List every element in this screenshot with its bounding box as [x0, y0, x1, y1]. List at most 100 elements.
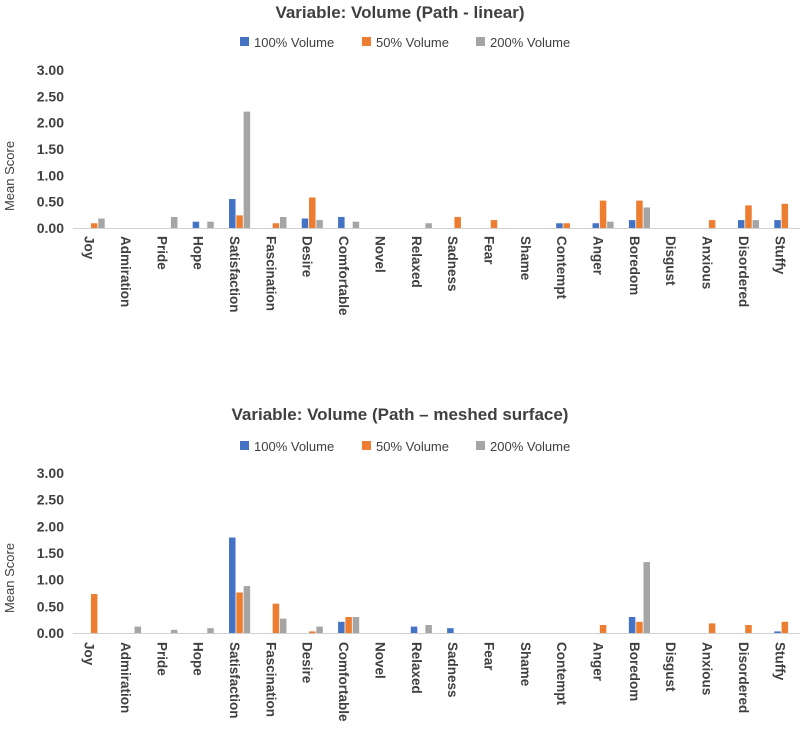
bar [236, 215, 243, 228]
x-tick-label: Joy [82, 236, 97, 260]
bar [599, 625, 607, 633]
chart-linear: Variable: Volume (Path - linear) 100% Vo… [2, 3, 800, 316]
legend-swatch [362, 441, 371, 450]
x-tick-label: Boredom [627, 236, 642, 295]
bar [170, 629, 178, 633]
x-tick-label: Disgust [663, 236, 678, 286]
bar [243, 111, 251, 228]
x-tick-label: Disordered [736, 642, 751, 713]
x-tick-label: Anger [591, 236, 606, 276]
bar [309, 631, 316, 633]
bar [592, 223, 600, 228]
x-tick-label: Desire [300, 642, 315, 684]
x-tick-label: Fear [481, 642, 496, 671]
x-tick-label: Anger [591, 642, 606, 682]
x-tick-label: Novel [372, 236, 387, 273]
x-tick-label: Satisfaction [227, 642, 242, 719]
bar [352, 221, 360, 228]
bar [745, 625, 752, 633]
y-tick-label: 1.00 [37, 167, 64, 183]
x-tick-label: Hope [191, 642, 206, 676]
x-tick-label: Fascination [263, 236, 278, 311]
bar [338, 216, 345, 228]
x-tick-label: Disgust [663, 642, 678, 692]
bar [272, 223, 280, 228]
x-tick-label: Anxious [700, 642, 715, 695]
bar [236, 592, 243, 633]
y-tick-label: 2.00 [37, 115, 64, 131]
legend-label: 100% Volume [254, 35, 334, 50]
bar [563, 223, 570, 228]
y-tick-label: 0.00 [37, 220, 64, 236]
legend-swatch [476, 441, 485, 450]
bar [192, 221, 200, 228]
x-tick-label: Hope [191, 236, 206, 270]
x-tick-label: Contempt [554, 236, 569, 299]
bar [352, 617, 360, 633]
legend-swatch [362, 37, 371, 46]
bar [229, 199, 236, 228]
x-tick-label: Relaxed [409, 642, 424, 694]
bar [708, 220, 716, 228]
x-tick-label: Disordered [736, 236, 751, 307]
x-tick-label: Joy [82, 642, 97, 666]
legend-label: 50% Volume [376, 35, 449, 50]
bar [752, 220, 760, 228]
bar [229, 537, 236, 633]
x-tick-label: Shame [518, 642, 533, 687]
bar [490, 220, 498, 228]
legend: 100% Volume 50% Volume 200% Volume [240, 35, 570, 50]
bar [454, 216, 461, 228]
bar [316, 220, 323, 228]
bar [628, 220, 636, 228]
bar [636, 200, 643, 228]
bar [447, 628, 454, 633]
legend-label: 200% Volume [490, 439, 570, 454]
x-tick-label: Shame [518, 236, 533, 281]
x-tick-label: Novel [372, 642, 387, 679]
bar [425, 625, 432, 633]
bar [774, 631, 781, 633]
x-tick-label: Relaxed [409, 236, 424, 288]
bar [628, 617, 636, 633]
x-tick-label: Fear [481, 236, 496, 265]
bar [425, 223, 432, 228]
legend-swatch [476, 37, 485, 46]
y-tick-label: 3.00 [37, 62, 64, 78]
bar [98, 218, 105, 228]
y-tick-label: 1.50 [37, 545, 64, 561]
bar [607, 221, 614, 228]
x-tick-label: Desire [300, 236, 315, 278]
y-tick-label: 1.00 [37, 572, 64, 588]
bar [338, 621, 345, 633]
bar [207, 628, 214, 633]
x-tick-label: Comfortable [336, 642, 351, 722]
bar [309, 197, 316, 228]
bar [134, 626, 142, 633]
bar [301, 218, 309, 228]
y-tick-label: 2.50 [37, 492, 64, 508]
bar [316, 626, 323, 633]
x-tick-label: Pride [154, 236, 169, 270]
legend-label: 200% Volume [490, 35, 570, 50]
bar [410, 626, 418, 633]
bar [170, 216, 178, 228]
y-tick-label: 2.50 [37, 88, 64, 104]
bar [781, 203, 789, 228]
x-tick-label: Contempt [554, 642, 569, 705]
x-tick-label: Pride [154, 642, 169, 676]
y-tick-label: 3.00 [37, 465, 64, 481]
legend-swatch [240, 441, 249, 450]
bar [745, 205, 752, 228]
bar [90, 223, 98, 228]
bar [556, 223, 563, 228]
x-tick-label: Comfortable [336, 236, 351, 316]
x-tick-label: Stuffy [772, 642, 787, 681]
bar [781, 621, 789, 633]
legend-label: 50% Volume [376, 439, 449, 454]
x-tick-label: Satisfaction [227, 236, 242, 313]
bar [90, 594, 98, 633]
y-tick-label: 1.50 [37, 141, 64, 157]
x-tick-label: Anxious [700, 236, 715, 289]
y-tick-label: 0.00 [37, 625, 64, 641]
